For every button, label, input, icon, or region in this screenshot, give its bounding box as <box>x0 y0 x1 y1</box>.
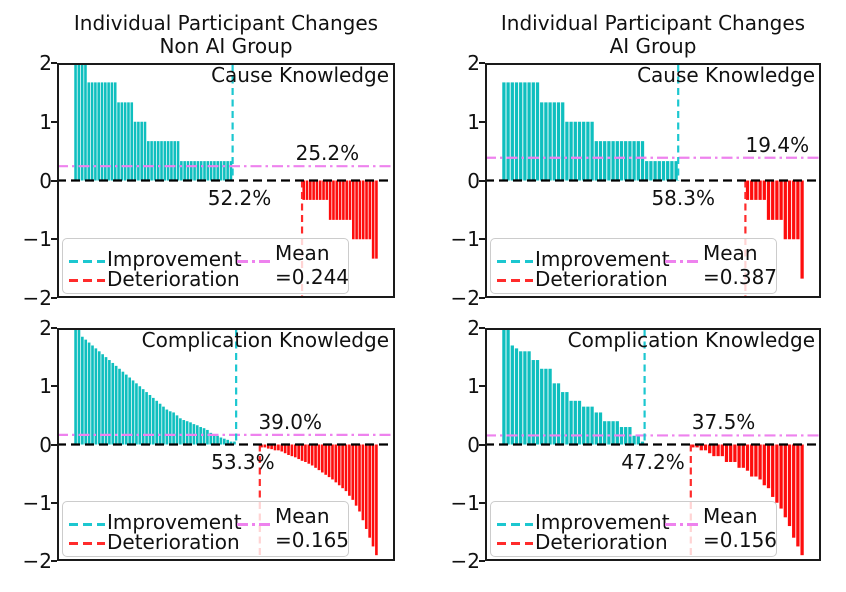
legend-mean-label: Mean =0.387 <box>703 241 778 289</box>
y-tick-mark <box>479 297 485 299</box>
y-tick-label: 2 <box>467 316 480 340</box>
improvement-pct-label: 58.3% <box>651 185 715 210</box>
legend: Improvement Deterioration Mean =0.244 <box>62 238 349 294</box>
y-tick-label: 0 <box>467 432 480 457</box>
legend-mean-label: Mean =0.165 <box>275 504 350 552</box>
legend-deterioration-label: Deterioration <box>107 267 240 291</box>
mean-line-sample <box>665 523 699 526</box>
deterioration-line-sample <box>69 279 105 282</box>
deterioration-pct-label: 37.5% <box>691 410 756 435</box>
y-tick-label: −2 <box>22 286 52 310</box>
y-tick-label: 2 <box>39 51 52 75</box>
y-tick-mark <box>51 327 57 329</box>
y-tick-mark <box>51 560 57 562</box>
y-tick-label: 1 <box>467 109 480 134</box>
y-tick-label: −2 <box>22 549 52 573</box>
y-tick-label: 2 <box>467 51 480 75</box>
y-tick-mark <box>51 238 57 241</box>
deterioration-pct-label: 39.0% <box>258 409 322 434</box>
mean-line-sample <box>665 260 699 263</box>
bar-chart-canvas <box>57 328 395 561</box>
y-tick-mark <box>479 560 485 562</box>
subplot-nonai-cause: Individual Participant Changes Non AI Gro… <box>23 12 395 310</box>
y-tick-label: 1 <box>467 374 480 399</box>
y-tick-mark <box>479 238 485 241</box>
legend-deterioration-label: Deterioration <box>535 267 668 291</box>
y-tick-mark <box>479 179 485 182</box>
y-tick-mark <box>479 62 485 64</box>
improvement-line-sample <box>69 260 105 263</box>
y-tick-label: −1 <box>450 227 480 252</box>
legend: Improvement Deterioration Mean =0.156 <box>490 501 777 557</box>
y-tick-label: −1 <box>22 490 52 515</box>
y-tick-mark <box>51 297 57 299</box>
legend-improvement-label: Improvement <box>535 247 670 271</box>
y-tick-mark <box>51 62 57 64</box>
y-tick-mark <box>51 501 57 504</box>
y-tick-label: 1 <box>39 374 52 399</box>
legend-deterioration-label: Deterioration <box>535 530 668 554</box>
panel-label: Cause Knowledge <box>211 63 389 87</box>
y-tick-label: −1 <box>22 227 52 252</box>
title-line2: AI Group <box>609 34 697 58</box>
subplot-ai-cause: Individual Participant Changes AI Group C… <box>451 12 821 310</box>
title-line1: Individual Participant Changes <box>73 11 379 35</box>
y-tick-label: 1 <box>39 109 52 134</box>
y-tick-mark <box>479 385 485 388</box>
legend: Improvement Deterioration Mean =0.165 <box>62 501 349 557</box>
legend-improvement-label: Improvement <box>535 510 670 534</box>
y-tick-mark <box>479 501 485 504</box>
y-tick-label: 0 <box>467 168 480 193</box>
panel-label: Cause Knowledge <box>637 63 815 87</box>
y-tick-label: −1 <box>450 490 480 515</box>
y-tick-mark <box>479 120 485 123</box>
deterioration-line-sample <box>497 542 533 545</box>
mean-line-sample <box>237 260 271 263</box>
y-tick-label: −2 <box>450 549 480 573</box>
deterioration-line-sample <box>69 542 105 545</box>
improvement-pct-label: 53.3% <box>211 449 275 474</box>
y-tick-mark <box>51 179 57 182</box>
y-tick-mark <box>479 443 485 446</box>
legend-mean-label: Mean =0.156 <box>703 504 778 552</box>
improvement-line-sample <box>69 523 105 526</box>
improvement-pct-label: 52.2% <box>207 185 272 210</box>
improvement-line-sample <box>497 523 533 526</box>
y-tick-label: −2 <box>450 286 480 310</box>
y-tick-label: 2 <box>39 316 52 340</box>
legend: Improvement Deterioration Mean =0.387 <box>490 238 777 294</box>
y-tick-mark <box>51 120 57 123</box>
bar-chart-canvas <box>485 328 821 561</box>
subplot-ai-complication: Complication Knowledge 37.5% 47.2% Impro… <box>451 316 821 573</box>
legend-improvement-label: Improvement <box>107 510 242 534</box>
panel-label: Complication Knowledge <box>567 328 815 352</box>
chart-title: Individual Participant Changes AI Group <box>475 12 831 58</box>
y-tick-mark <box>479 327 485 329</box>
legend-improvement-label: Improvement <box>107 247 242 271</box>
y-tick-label: 0 <box>39 168 52 193</box>
bar-chart-canvas <box>57 63 395 298</box>
legend-mean-label: Mean =0.244 <box>275 241 350 289</box>
subplot-nonai-complication: Complication Knowledge 39.0% 53.3% Impro… <box>23 316 395 573</box>
deterioration-pct-label: 25.2% <box>295 141 360 166</box>
y-tick-label: 0 <box>39 432 52 457</box>
improvement-line-sample <box>497 260 533 263</box>
mean-line-sample <box>237 523 271 526</box>
deterioration-pct-label: 19.4% <box>745 132 810 157</box>
deterioration-line-sample <box>497 279 533 282</box>
chart-title: Individual Participant Changes Non AI Gro… <box>47 12 405 58</box>
title-line2: Non AI Group <box>159 34 293 58</box>
title-line1: Individual Participant Changes <box>500 11 806 35</box>
panel-label: Complication Knowledge <box>141 328 389 352</box>
y-tick-mark <box>51 385 57 388</box>
y-tick-mark <box>51 443 57 446</box>
improvement-pct-label: 47.2% <box>621 449 685 474</box>
legend-deterioration-label: Deterioration <box>107 530 240 554</box>
bar-chart-canvas <box>485 63 821 298</box>
